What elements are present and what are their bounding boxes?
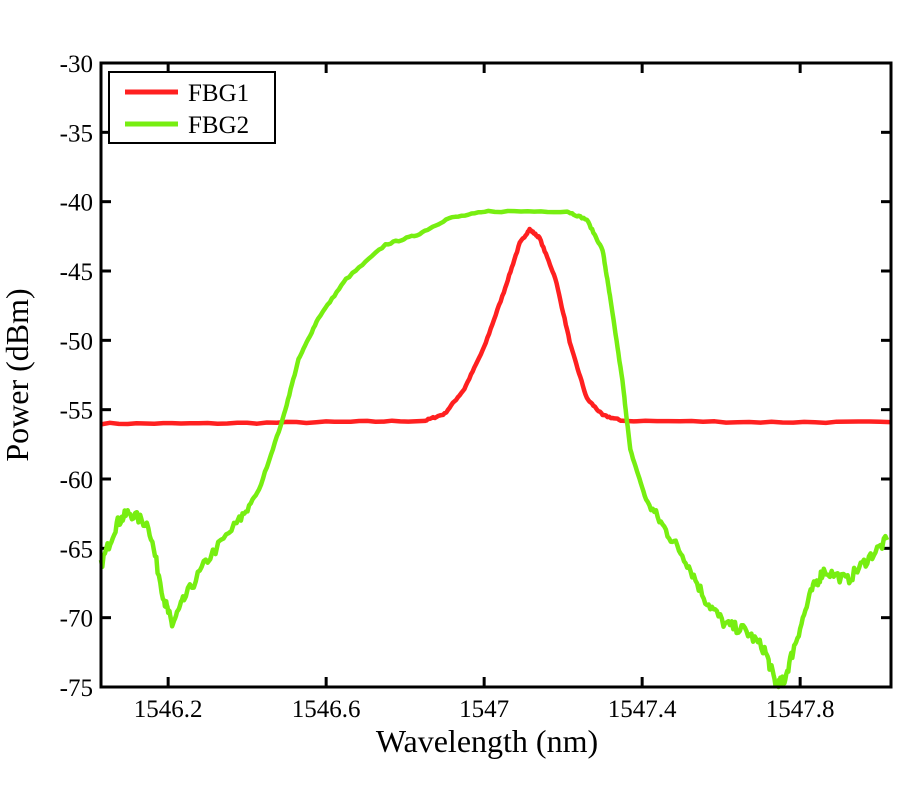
y-tick-label: -30 bbox=[60, 51, 93, 78]
y-tick-label: -35 bbox=[60, 120, 93, 147]
legend: FBG1 FBG2 bbox=[108, 71, 276, 144]
y-tick-label: -60 bbox=[60, 467, 93, 494]
y-tick-label: -50 bbox=[60, 328, 93, 355]
x-axis-label: Wavelength (nm) bbox=[376, 723, 598, 759]
y-tick-label: -75 bbox=[60, 675, 93, 702]
legend-label-fbg1: FBG1 bbox=[188, 80, 249, 107]
y-tick-label: -70 bbox=[60, 606, 93, 633]
y-tick-label: -40 bbox=[60, 190, 93, 217]
x-tick-label: 1547.4 bbox=[608, 696, 677, 723]
x-tick-label: 1546.2 bbox=[134, 696, 203, 723]
plot-frame bbox=[99, 61, 893, 689]
x-tick-label: 1546.6 bbox=[292, 696, 361, 723]
series-line-fbg1 bbox=[100, 226, 892, 427]
legend-label-fbg2: FBG2 bbox=[188, 112, 249, 139]
legend-box bbox=[108, 71, 276, 144]
series-line-fbg2 bbox=[98, 208, 890, 690]
y-tick-label: -55 bbox=[60, 398, 93, 425]
x-tick-label: 1547 bbox=[459, 696, 509, 723]
x-tick-label: 1547.8 bbox=[766, 696, 835, 723]
y-tick-label: -45 bbox=[60, 259, 93, 286]
y-tick-label: -65 bbox=[60, 536, 93, 563]
y-axis-label: Power (dBm) bbox=[0, 288, 35, 461]
